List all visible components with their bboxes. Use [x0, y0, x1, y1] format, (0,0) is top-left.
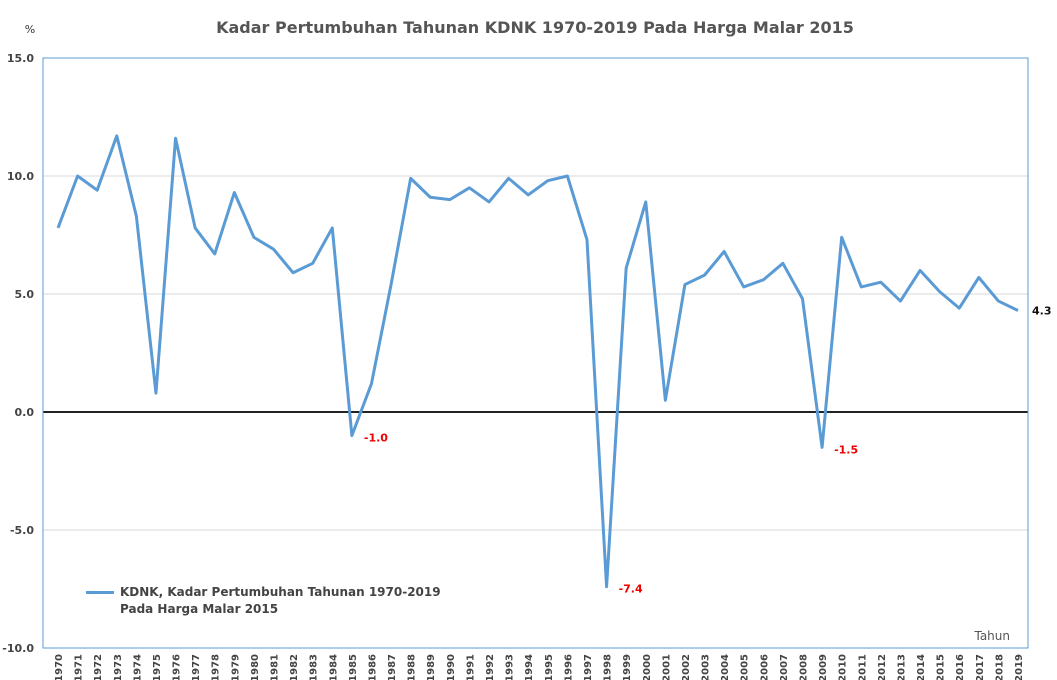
y-axis-label: % [25, 23, 35, 36]
x-tick-label: 1982 [289, 654, 300, 680]
x-tick-label: 2013 [896, 654, 907, 680]
y-tick-label: 5.0 [15, 288, 35, 301]
x-tick-label: 2002 [681, 654, 692, 680]
x-tick-label: 2018 [994, 654, 1005, 680]
x-tick-label: 1988 [407, 654, 418, 680]
y-tick-label: 15.0 [7, 52, 34, 65]
x-tick-label: 1987 [387, 654, 398, 680]
x-tick-label: 1981 [270, 654, 281, 680]
x-tick-label: 1986 [367, 654, 378, 680]
x-tick-label: 1989 [426, 654, 437, 680]
x-tick-label: 1995 [544, 654, 555, 680]
x-tick-label: 2009 [818, 654, 829, 680]
x-tick-label: 1983 [309, 654, 320, 680]
x-tick-label: 1975 [152, 654, 163, 680]
x-tick-label: 1979 [230, 654, 241, 680]
x-tick-label: 1980 [250, 654, 261, 680]
y-tick-label: 10.0 [7, 170, 34, 183]
plot-border [42, 57, 1029, 649]
data-line [56, 134, 1019, 589]
y-tick-label: 0.0 [15, 406, 35, 419]
x-tick-label: 2006 [759, 654, 770, 680]
x-tick-label: 1974 [132, 654, 143, 680]
x-tick-label: 2012 [877, 654, 888, 680]
x-tick-label: 1984 [328, 654, 339, 680]
x-tick-label: 2016 [955, 654, 966, 680]
x-tick-label: 1991 [465, 654, 476, 680]
data-label: -1.5 [834, 443, 858, 456]
x-tick-label: 1972 [93, 654, 104, 680]
x-axis-label: Tahun [973, 629, 1010, 643]
x-tick-label: 2017 [975, 654, 986, 680]
x-tick-label: 1978 [211, 654, 222, 680]
data-label: -7.4 [619, 583, 643, 596]
x-tick-label: 2005 [740, 654, 751, 680]
x-tick-label: 1973 [113, 654, 124, 680]
x-tick-label: 1996 [563, 654, 574, 680]
x-tick-label: 2014 [916, 654, 927, 680]
legend: KDNK, Kadar Pertumbuhan Tahunan 1970-201… [86, 584, 450, 618]
x-tick-label: 1998 [603, 654, 614, 680]
x-tick-label: 2000 [642, 654, 653, 680]
x-tick-label: 2008 [798, 654, 809, 680]
x-tick-label: 1971 [74, 654, 85, 680]
data-label: -1.0 [364, 432, 388, 445]
x-tick-label: 1997 [583, 654, 594, 680]
chart-title: Kadar Pertumbuhan Tahunan KDNK 1970-2019… [216, 18, 854, 37]
x-tick-label: 2019 [1014, 654, 1025, 680]
x-tick-label: 1994 [524, 654, 535, 680]
x-tick-label: 2004 [720, 654, 731, 680]
x-tick-label: 2015 [936, 654, 947, 680]
legend-label: KDNK, Kadar Pertumbuhan Tahunan 1970-201… [120, 585, 441, 616]
x-tick-label: 2007 [779, 654, 790, 680]
x-tick-label: 1999 [622, 654, 633, 680]
legend-swatch [86, 591, 114, 594]
y-tick-label: -10.0 [2, 642, 34, 655]
x-tick-label: 1985 [348, 654, 359, 680]
x-tick-label: 1977 [191, 654, 202, 680]
x-tick-label: 1990 [446, 654, 457, 680]
x-tick-label: 1993 [505, 654, 516, 680]
x-tick-label: 1992 [485, 654, 496, 680]
y-tick-label: -5.0 [10, 524, 34, 537]
x-tick-label: 2010 [838, 654, 849, 680]
x-tick-label: 2001 [661, 654, 672, 680]
x-tick-label: 1970 [54, 654, 65, 680]
x-tick-label: 2003 [701, 654, 712, 680]
x-tick-label: 1976 [172, 654, 183, 680]
x-tick-label: 2011 [857, 654, 868, 680]
data-label: 4.3 [1032, 305, 1052, 318]
